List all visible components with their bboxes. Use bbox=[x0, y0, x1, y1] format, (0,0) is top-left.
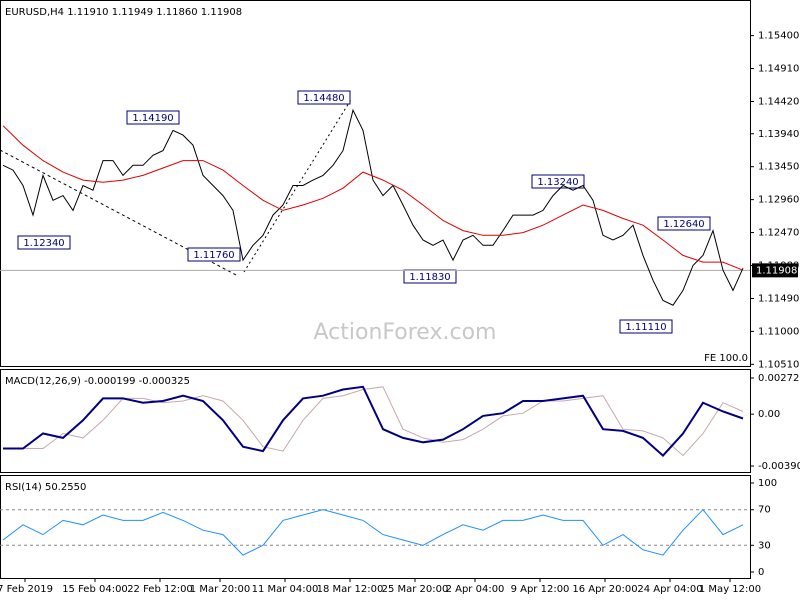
y-tick-label: 100 bbox=[758, 478, 777, 489]
rsi-panel bbox=[0, 475, 751, 579]
main-panel bbox=[0, 0, 751, 367]
y-tick-label: 1.11000 bbox=[758, 326, 799, 337]
x-tick-label: 1 May 12:00 bbox=[699, 584, 761, 595]
x-tick-label: 18 Mar 12:00 bbox=[317, 584, 384, 595]
annotation-text: 1.11110 bbox=[625, 322, 666, 333]
y-tick-label: 1.13450 bbox=[758, 162, 799, 173]
y-tick-label: 0.002723 bbox=[758, 373, 800, 384]
annotation-text: 1.14480 bbox=[303, 93, 344, 104]
panel-title: EURUSD,H4 1.11910 1.11949 1.11860 1.1190… bbox=[5, 7, 242, 18]
y-tick-label: 0 bbox=[758, 567, 764, 578]
fe-label: FE 100.0 bbox=[704, 353, 748, 364]
panel-title: MACD(12,26,9) -0.000199 -0.000325 bbox=[5, 376, 190, 387]
series-line bbox=[2, 508, 744, 556]
y-tick-label: 0.00 bbox=[758, 409, 780, 420]
y-tick-label: 1.11490 bbox=[758, 293, 799, 304]
fib-line bbox=[243, 97, 353, 273]
x-tick-label: 7 Feb 2019 bbox=[0, 584, 53, 595]
annotation: 1.11830 bbox=[403, 269, 457, 284]
y-tick-label: 1.15400 bbox=[758, 31, 799, 42]
series-line bbox=[3, 385, 744, 458]
y-tick-label: -0.003905 bbox=[758, 461, 800, 472]
annotation: 1.11110 bbox=[619, 319, 673, 334]
x-tick-label: 11 Mar 04:00 bbox=[252, 584, 319, 595]
panel-title: RSI(14) 50.2550 bbox=[5, 482, 86, 493]
series-line bbox=[2, 108, 744, 306]
y-tick-label: 1.14420 bbox=[758, 96, 799, 107]
y-tick-label: 1.13940 bbox=[758, 129, 799, 140]
x-tick-label: 22 Feb 12:00 bbox=[127, 584, 193, 595]
annotation: 1.13240 bbox=[531, 174, 585, 189]
y-tick-label: 70 bbox=[758, 505, 771, 516]
x-tick-label: 25 Mar 20:00 bbox=[382, 584, 449, 595]
annotation: 1.11760 bbox=[187, 247, 241, 262]
x-tick-label: 24 Apr 04:00 bbox=[637, 584, 702, 595]
x-tick-label: 1 Mar 20:00 bbox=[190, 584, 250, 595]
annotation-text: 1.12340 bbox=[23, 238, 64, 249]
annotation-text: 1.14190 bbox=[132, 113, 173, 124]
annotation: 1.14190 bbox=[126, 110, 180, 125]
last-price-box bbox=[752, 263, 798, 278]
y-tick-label: 30 bbox=[758, 540, 771, 551]
annotation: 1.12340 bbox=[17, 235, 71, 250]
x-tick-label: 16 Apr 20:00 bbox=[572, 584, 637, 595]
y-tick-label: 1.12470 bbox=[758, 228, 799, 239]
annotation-text: 1.13240 bbox=[537, 177, 578, 188]
y-tick-label: 1.14910 bbox=[758, 64, 799, 75]
annotation-text: 1.11830 bbox=[409, 272, 450, 283]
annotation-text: 1.12640 bbox=[663, 219, 704, 230]
last-price-label: 1.11908 bbox=[756, 265, 797, 276]
annotation-text: 1.11760 bbox=[193, 250, 234, 261]
watermark: ActionForex.com bbox=[314, 320, 497, 345]
y-tick-label: 1.10510 bbox=[758, 359, 799, 370]
y-tick-label: 1.12960 bbox=[758, 195, 799, 206]
annotation: 1.14480 bbox=[297, 90, 351, 105]
macd-panel bbox=[0, 369, 751, 473]
series-line bbox=[2, 125, 744, 271]
x-tick-label: 15 Feb 04:00 bbox=[62, 584, 128, 595]
annotation: 1.12640 bbox=[657, 216, 711, 231]
x-tick-label: 2 Apr 04:00 bbox=[446, 584, 505, 595]
x-tick-label: 9 Apr 12:00 bbox=[511, 584, 570, 595]
